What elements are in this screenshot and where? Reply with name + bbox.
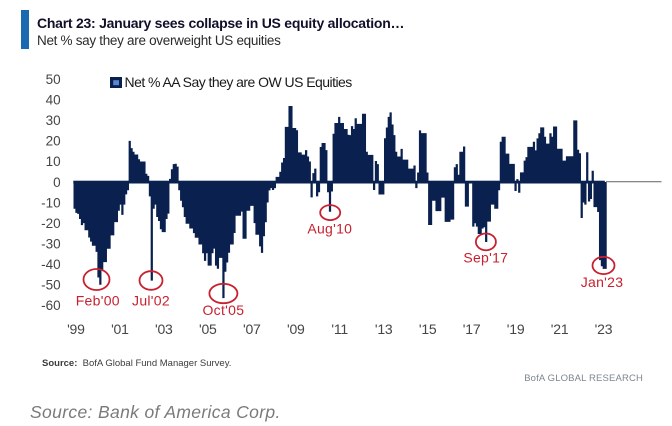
svg-text:'13: '13 bbox=[375, 321, 393, 337]
svg-text:Oct'05: Oct'05 bbox=[202, 302, 244, 318]
svg-text:'01: '01 bbox=[111, 321, 129, 337]
svg-text:-30: -30 bbox=[41, 237, 61, 252]
svg-text:30: 30 bbox=[46, 113, 61, 128]
svg-text:10: 10 bbox=[46, 154, 61, 169]
svg-text:'17: '17 bbox=[463, 321, 481, 337]
svg-text:50: 50 bbox=[46, 72, 61, 87]
svg-text:'15: '15 bbox=[419, 321, 437, 337]
svg-text:Feb'00: Feb'00 bbox=[76, 293, 120, 309]
svg-text:Net % AA Say they are OW US Eq: Net % AA Say they are OW US Equities bbox=[125, 74, 353, 90]
svg-text:'19: '19 bbox=[507, 321, 525, 337]
svg-text:Sep'17: Sep'17 bbox=[463, 250, 508, 266]
svg-text:20: 20 bbox=[46, 134, 61, 149]
svg-text:'23: '23 bbox=[595, 321, 613, 337]
svg-text:-50: -50 bbox=[41, 278, 61, 293]
svg-text:Aug'10: Aug'10 bbox=[307, 220, 352, 236]
svg-text:'05: '05 bbox=[199, 321, 217, 337]
svg-text:'11: '11 bbox=[331, 321, 348, 337]
svg-text:40: 40 bbox=[46, 93, 61, 108]
svg-text:-40: -40 bbox=[41, 257, 61, 272]
svg-text:-60: -60 bbox=[41, 298, 61, 313]
svg-text:-20: -20 bbox=[41, 216, 61, 231]
svg-text:'99: '99 bbox=[67, 321, 85, 337]
svg-text:'07: '07 bbox=[243, 321, 261, 337]
svg-text:'09: '09 bbox=[287, 321, 305, 337]
svg-text:0: 0 bbox=[53, 175, 61, 190]
svg-text:Jul'02: Jul'02 bbox=[132, 293, 170, 309]
svg-text:'21: '21 bbox=[551, 321, 569, 337]
svg-text:-10: -10 bbox=[41, 195, 61, 210]
svg-text:Jan'23: Jan'23 bbox=[581, 274, 624, 290]
svg-text:'03: '03 bbox=[155, 321, 173, 337]
